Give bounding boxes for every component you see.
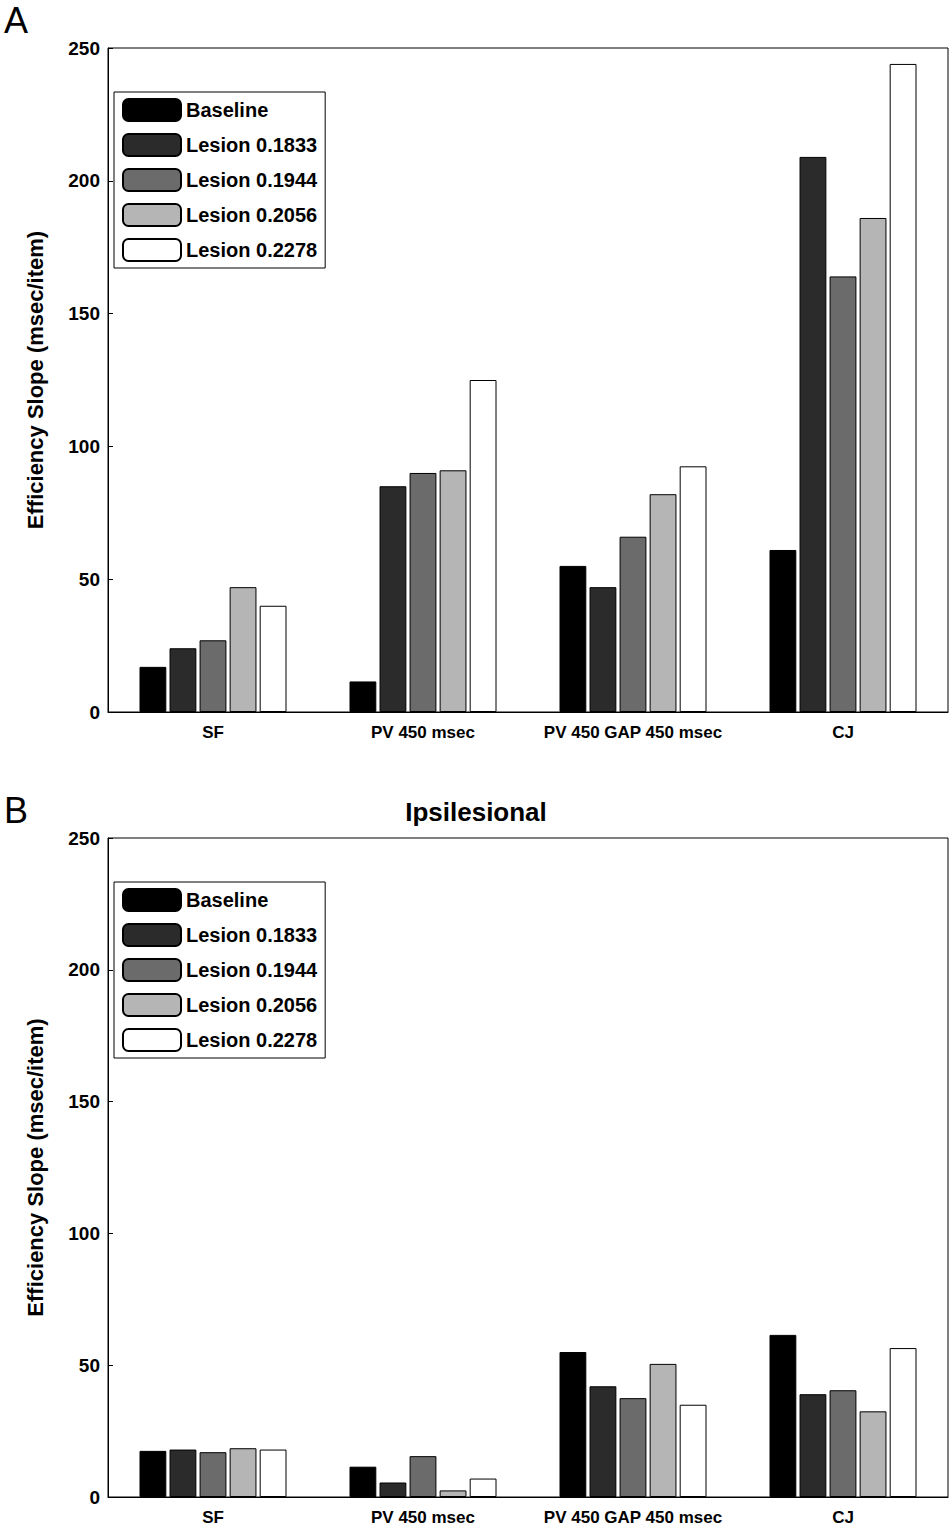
svg-text:250: 250 bbox=[68, 38, 100, 59]
svg-text:CJ: CJ bbox=[832, 1508, 854, 1527]
svg-text:PV 450 GAP 450 msec: PV 450 GAP 450 msec bbox=[544, 723, 722, 742]
svg-text:SF: SF bbox=[202, 723, 224, 742]
svg-text:Efficiency Slope (msec/item): Efficiency Slope (msec/item) bbox=[23, 1018, 48, 1316]
svg-text:CJ: CJ bbox=[832, 723, 854, 742]
svg-text:Lesion 0.2056: Lesion 0.2056 bbox=[186, 994, 317, 1016]
svg-text:Lesion 0.2278: Lesion 0.2278 bbox=[186, 1029, 317, 1051]
svg-text:200: 200 bbox=[68, 170, 100, 191]
svg-text:50: 50 bbox=[79, 1355, 100, 1376]
svg-text:Efficiency Slope (msec/item): Efficiency Slope (msec/item) bbox=[23, 231, 48, 529]
svg-text:100: 100 bbox=[68, 1223, 100, 1244]
svg-text:PV 450 GAP 450 msec: PV 450 GAP 450 msec bbox=[544, 1508, 722, 1527]
svg-text:Ipsilesional: Ipsilesional bbox=[405, 797, 547, 827]
svg-text:Lesion 0.2278: Lesion 0.2278 bbox=[186, 239, 317, 261]
svg-text:0: 0 bbox=[89, 1487, 100, 1508]
svg-text:150: 150 bbox=[68, 1091, 100, 1112]
svg-text:Baseline: Baseline bbox=[186, 99, 268, 121]
svg-text:A: A bbox=[4, 0, 28, 41]
svg-text:Baseline: Baseline bbox=[186, 889, 268, 911]
svg-text:Lesion 0.1833: Lesion 0.1833 bbox=[186, 134, 317, 156]
svg-text:Lesion 0.1944: Lesion 0.1944 bbox=[186, 169, 318, 191]
svg-text:B: B bbox=[4, 790, 28, 831]
svg-text:50: 50 bbox=[79, 569, 100, 590]
svg-text:Lesion 0.2056: Lesion 0.2056 bbox=[186, 204, 317, 226]
svg-text:0: 0 bbox=[89, 702, 100, 723]
svg-text:Lesion 0.1833: Lesion 0.1833 bbox=[186, 924, 317, 946]
svg-text:SF: SF bbox=[202, 1508, 224, 1527]
svg-text:PV 450 msec: PV 450 msec bbox=[371, 1508, 475, 1527]
svg-text:150: 150 bbox=[68, 303, 100, 324]
svg-text:PV 450 msec: PV 450 msec bbox=[371, 723, 475, 742]
svg-text:Lesion 0.1944: Lesion 0.1944 bbox=[186, 959, 318, 981]
svg-text:200: 200 bbox=[68, 959, 100, 980]
svg-text:250: 250 bbox=[68, 828, 100, 849]
svg-text:100: 100 bbox=[68, 436, 100, 457]
